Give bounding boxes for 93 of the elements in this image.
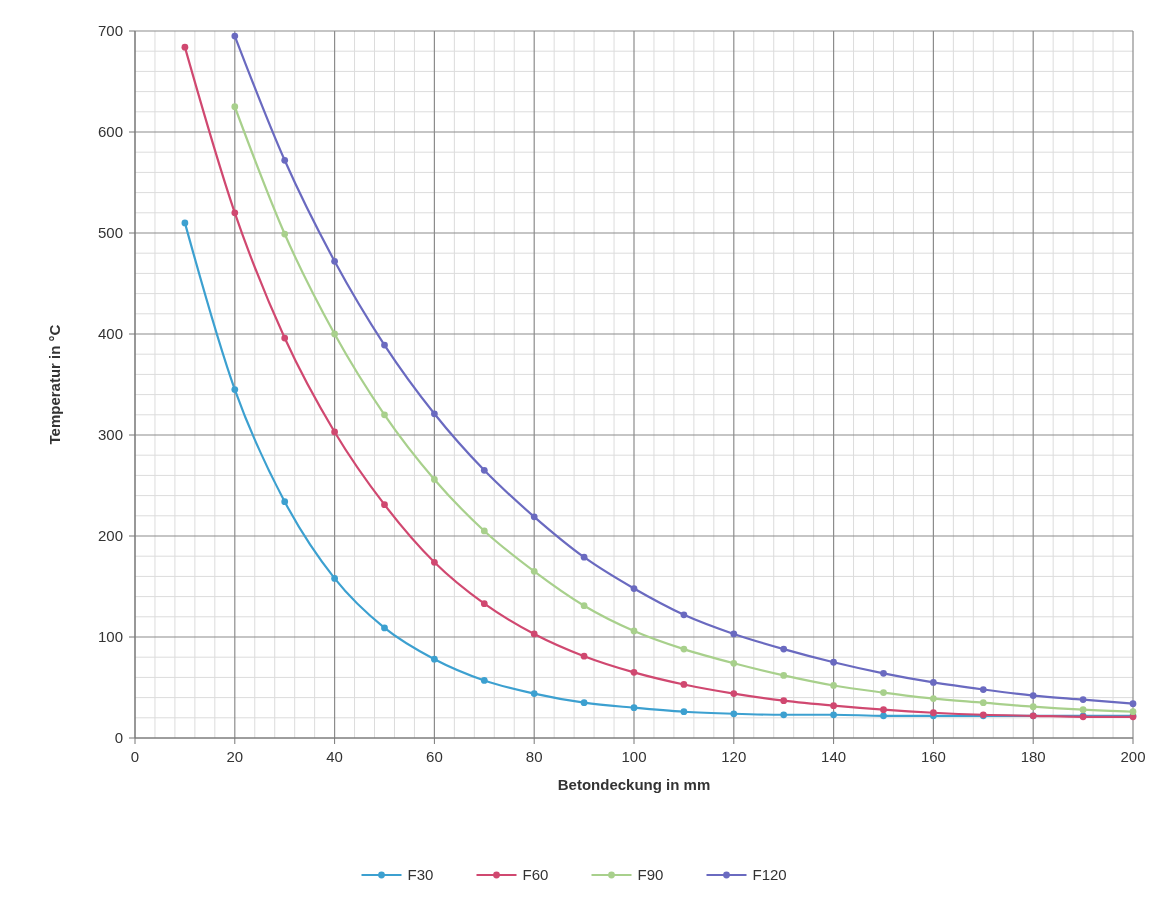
point bbox=[530, 690, 538, 697]
y-tick-label: 600 bbox=[97, 123, 123, 140]
point bbox=[630, 585, 638, 592]
x-tick-label: 120 bbox=[721, 748, 747, 765]
point bbox=[830, 682, 837, 689]
point bbox=[1079, 706, 1087, 714]
x-tick-label: 40 bbox=[326, 748, 343, 765]
y-tick-label: 500 bbox=[97, 224, 123, 241]
point bbox=[1029, 692, 1037, 699]
point bbox=[1129, 708, 1137, 716]
point bbox=[580, 602, 588, 610]
point bbox=[930, 695, 937, 702]
y-tick-label: 700 bbox=[97, 22, 123, 39]
point bbox=[730, 710, 738, 718]
x-tick-label: 20 bbox=[226, 748, 244, 765]
y-tick-label: 0 bbox=[114, 729, 123, 746]
legend-label: F60 bbox=[522, 866, 549, 883]
point bbox=[880, 706, 887, 714]
point bbox=[231, 32, 239, 40]
point bbox=[830, 702, 837, 710]
x-tick-label: 100 bbox=[621, 748, 647, 765]
legend-label: F30 bbox=[407, 866, 434, 883]
point bbox=[431, 476, 438, 483]
point bbox=[1079, 696, 1087, 703]
point bbox=[630, 668, 638, 676]
point bbox=[530, 513, 538, 521]
point bbox=[880, 689, 887, 696]
point bbox=[181, 43, 189, 51]
point bbox=[231, 209, 239, 217]
point bbox=[181, 219, 189, 227]
point bbox=[431, 410, 438, 418]
x-tick-label: 180 bbox=[1020, 748, 1046, 765]
x-tick-label: 200 bbox=[1120, 748, 1146, 765]
point bbox=[530, 630, 538, 638]
point bbox=[480, 677, 488, 684]
point bbox=[480, 600, 488, 608]
point bbox=[830, 658, 837, 666]
point bbox=[780, 672, 788, 679]
point bbox=[680, 708, 688, 716]
point bbox=[381, 341, 388, 349]
point bbox=[680, 645, 688, 653]
point bbox=[780, 711, 788, 719]
x-tick-label: 160 bbox=[920, 748, 946, 765]
legend-label: F90 bbox=[637, 866, 664, 883]
point bbox=[431, 558, 438, 566]
point bbox=[780, 645, 788, 653]
point bbox=[680, 681, 688, 688]
point bbox=[331, 428, 338, 436]
y-axis-title: Temperatur in °C bbox=[46, 324, 63, 445]
point bbox=[580, 553, 588, 561]
x-tick-label: 60 bbox=[426, 748, 443, 765]
point bbox=[630, 627, 638, 635]
point bbox=[281, 498, 289, 506]
point bbox=[730, 659, 738, 667]
point bbox=[880, 712, 887, 720]
point bbox=[680, 611, 688, 619]
point bbox=[580, 699, 588, 707]
point bbox=[930, 679, 937, 686]
point bbox=[281, 156, 289, 164]
point bbox=[1129, 700, 1137, 708]
point bbox=[381, 501, 388, 509]
point bbox=[1029, 703, 1037, 711]
y-tick-label: 100 bbox=[97, 628, 123, 645]
point bbox=[480, 527, 488, 535]
point bbox=[381, 411, 388, 419]
point bbox=[730, 630, 738, 638]
point bbox=[830, 711, 837, 719]
point bbox=[331, 575, 338, 582]
x-tick-label: 0 bbox=[130, 748, 140, 765]
x-axis-title: Betondeckung in mm bbox=[557, 776, 711, 793]
point bbox=[730, 690, 738, 697]
legend-label: F120 bbox=[752, 866, 787, 883]
point bbox=[979, 699, 987, 707]
point bbox=[880, 669, 887, 677]
x-tick-label: 140 bbox=[821, 748, 847, 765]
point bbox=[381, 624, 388, 632]
point bbox=[231, 103, 239, 111]
point bbox=[231, 386, 239, 393]
y-tick-label: 200 bbox=[97, 527, 123, 544]
y-tick-label: 300 bbox=[97, 426, 123, 443]
point bbox=[979, 686, 987, 693]
y-tick-label: 400 bbox=[97, 325, 123, 342]
point bbox=[780, 697, 788, 705]
point bbox=[580, 652, 588, 660]
point bbox=[331, 257, 338, 265]
point bbox=[431, 655, 438, 663]
point bbox=[480, 466, 488, 474]
point bbox=[630, 704, 638, 712]
x-tick-label: 80 bbox=[525, 748, 543, 765]
point bbox=[281, 334, 289, 342]
point bbox=[281, 230, 289, 238]
point bbox=[331, 330, 338, 338]
point bbox=[530, 567, 538, 575]
